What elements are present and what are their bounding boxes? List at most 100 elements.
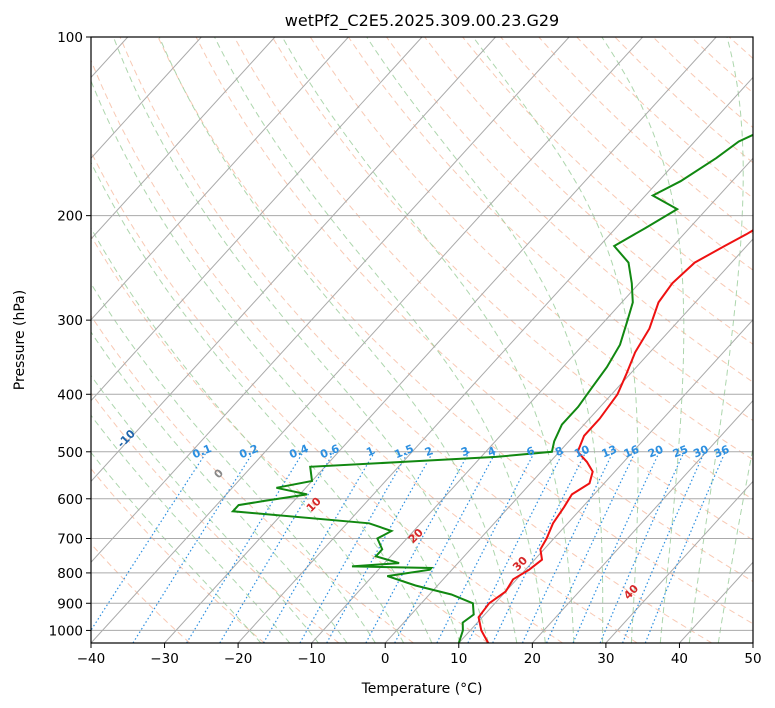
isotherm-label: -10 (115, 427, 138, 450)
isotherm (384, 238, 753, 643)
moist-adiabat (91, 331, 348, 643)
y-tick-label: 400 (57, 387, 83, 403)
x-tick-label: 20 (524, 651, 541, 667)
isotherm (91, 37, 644, 643)
isotherm (237, 76, 753, 643)
mixing-ratio-line (622, 451, 706, 643)
moist-adiabat (281, 37, 575, 643)
moist-adiabat (688, 37, 744, 643)
y-tick-label: 600 (57, 492, 83, 508)
y-tick-label: 200 (57, 209, 83, 225)
dry-adiabat (767, 37, 775, 643)
dry-adiabat (424, 37, 753, 345)
isotherm (91, 37, 349, 321)
x-tick-label: −20 (224, 651, 253, 667)
moist-adiabat (91, 414, 291, 643)
moist-adiabat (91, 451, 262, 643)
mixing-ratio-label: 13 (600, 443, 619, 461)
background-lines (91, 37, 775, 643)
isotherm (311, 157, 753, 643)
mixing-ratio-line (492, 451, 587, 643)
dry-adiabat (462, 37, 753, 308)
mixing-ratio-line (394, 451, 497, 643)
mixing-ratio-line (262, 451, 376, 643)
isotherm (91, 37, 423, 402)
dry-adiabat (309, 37, 753, 461)
isotherm (91, 37, 276, 240)
mixing-ratio-label: 0.4 (287, 442, 310, 461)
mixing-ratio-label: 2 (423, 444, 435, 459)
dry-adiabat (91, 59, 638, 643)
mixing-ratio-line (365, 451, 470, 643)
dry-adiabat (91, 392, 340, 643)
x-tick-label: 40 (671, 651, 688, 667)
isotherm-label: 40 (621, 582, 641, 602)
isotherm (164, 37, 717, 643)
y-tick-label: 900 (57, 596, 83, 612)
dry-adiabat (271, 37, 753, 501)
y-tick-label: 700 (57, 532, 83, 548)
y-tick-label: 300 (57, 313, 83, 329)
mixing-ratio-label: 20 (646, 443, 665, 461)
moist-adiabat (717, 445, 753, 643)
dry-adiabat (195, 37, 753, 583)
y-tick-label: 1000 (49, 623, 83, 639)
isotherm (91, 37, 496, 483)
line-labels: 0.1 0.2 0.4 0.6 1 1.5 2 3 4 6 8 10 13 16 20 25 30 36-1001… (115, 427, 732, 602)
dry-adiabat (91, 234, 489, 643)
dewpoint-line (230, 133, 753, 643)
isotherm (531, 399, 753, 643)
x-tick-label: 30 (597, 651, 614, 667)
mixing-ratio-line (91, 451, 208, 632)
mixing-ratio-line (186, 451, 304, 643)
mixing-ratio-line (599, 451, 685, 643)
x-axis: −40 −30 −20 −10 0 10 20 30 40 50 (77, 643, 762, 667)
dry-adiabat (652, 37, 753, 129)
dry-adiabat (91, 468, 265, 643)
moist-adiabat (214, 37, 546, 643)
x-tick-label: −40 (77, 651, 106, 667)
moist-adiabat (158, 37, 518, 643)
dry-adiabat (538, 37, 753, 235)
y-tick-label: 500 (57, 445, 83, 461)
y-axis: 100 200 300 400 500 600 700 800 900 1000 (49, 30, 91, 639)
mixing-ratio-label: 0.1 (191, 442, 214, 461)
moist-adiabat (91, 79, 461, 643)
moist-adiabat (112, 37, 489, 643)
mixing-ratio-label: 0.2 (237, 442, 260, 461)
moist-adiabat (601, 37, 685, 643)
isotherm (91, 37, 570, 563)
y-axis-title: Pressure (hPa) (12, 290, 28, 390)
mixing-ratio-label: 10 (572, 443, 591, 461)
x-tick-label: 10 (450, 651, 467, 667)
x-tick-label: −30 (150, 651, 179, 667)
dry-adiabat (614, 37, 753, 164)
dry-adiabat (91, 543, 191, 643)
mixing-ratio-line (644, 451, 726, 643)
isotherm (91, 37, 202, 159)
dry-adiabat (576, 37, 753, 199)
plot-frame (90, 36, 754, 644)
x-tick-label: −10 (297, 651, 326, 667)
dry-adiabat (386, 37, 753, 383)
mixing-ratio-line (132, 451, 255, 643)
moist-adiabat (91, 161, 433, 643)
dry-adiabat (728, 37, 753, 60)
isotherm (605, 480, 753, 643)
isotherm (458, 319, 753, 643)
x-axis-title: Temperature (°C) (361, 681, 483, 697)
dry-adiabat (347, 37, 753, 422)
temperature-line (477, 229, 753, 643)
moist-adiabat (472, 37, 639, 643)
x-tick-label: 0 (381, 651, 390, 667)
dry-adiabat (119, 37, 713, 643)
profile-lines (230, 133, 753, 643)
y-tick-label: 100 (57, 30, 83, 46)
moist-adiabat (91, 282, 376, 643)
mixing-ratio-line (467, 451, 564, 643)
chart-title: wetPf2_C2E5.2025.309.00.23.G29 (285, 11, 559, 31)
moist-adiabat (91, 227, 405, 643)
mixing-ratio-line (219, 451, 335, 643)
mixing-ratio-label: 1 (364, 444, 376, 459)
